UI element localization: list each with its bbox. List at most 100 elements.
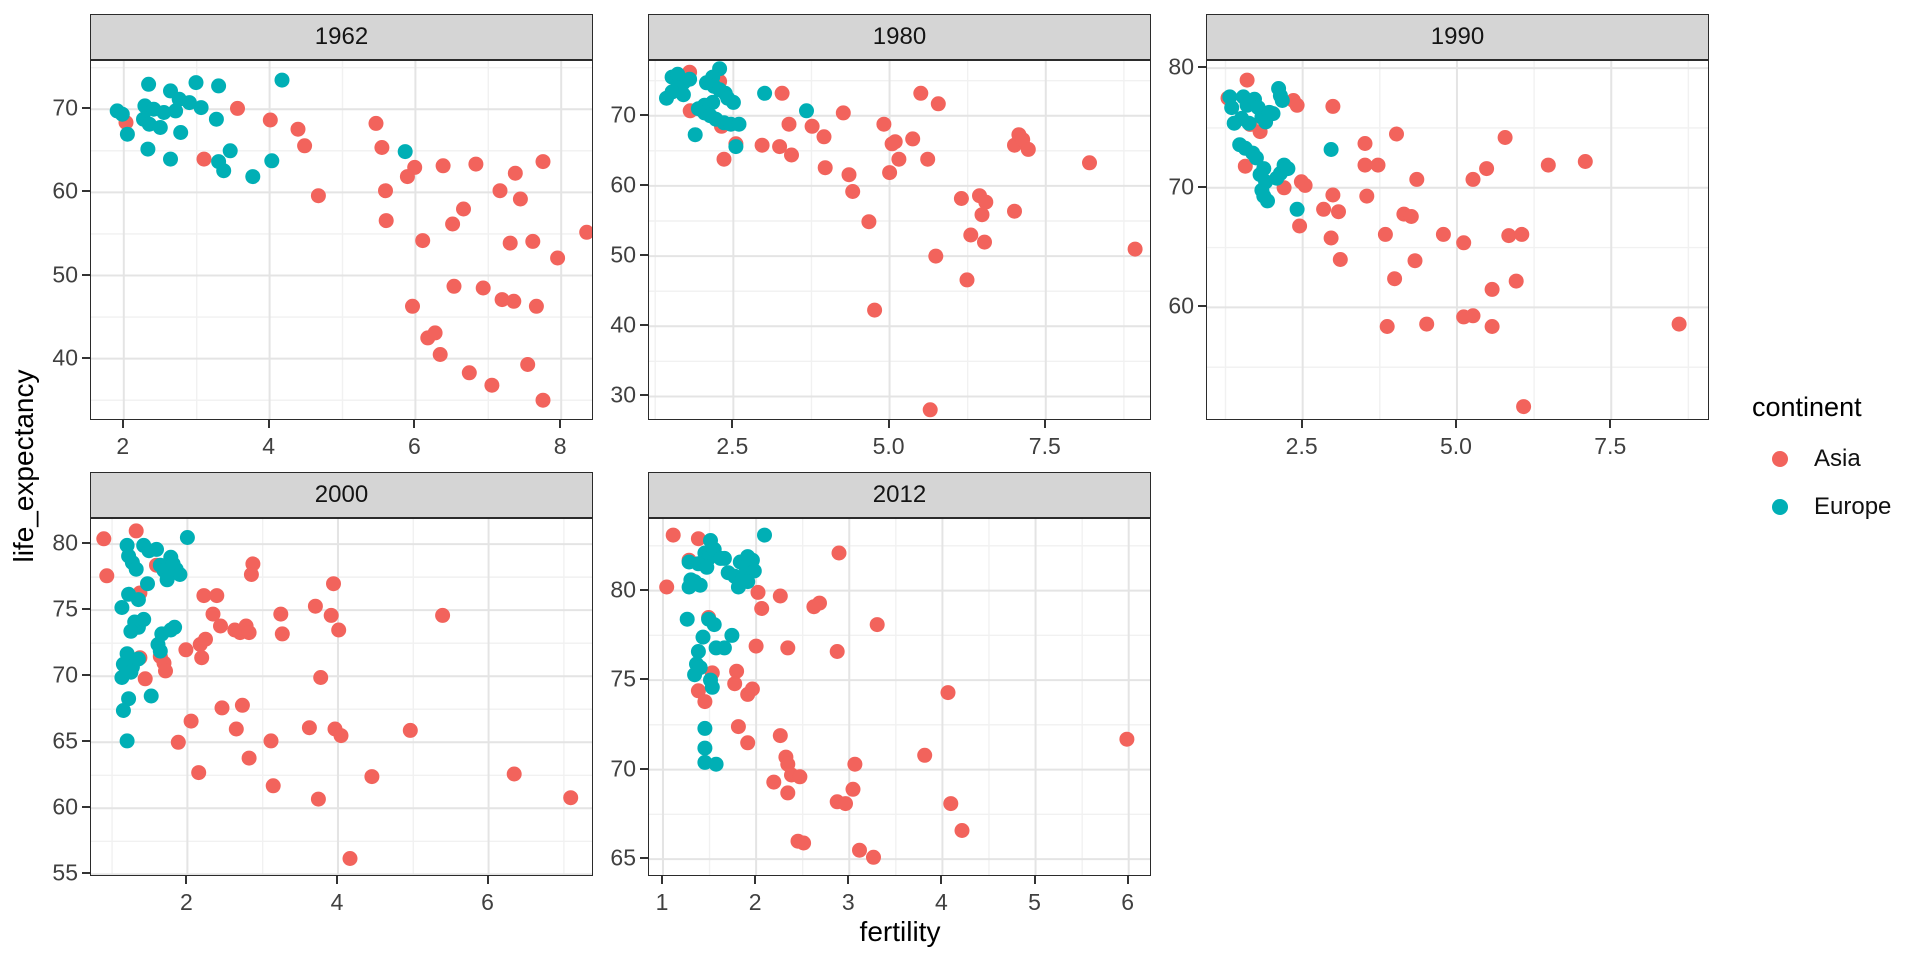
data-point-asia: [435, 607, 451, 623]
data-point-europe: [704, 679, 720, 695]
data-point-europe: [152, 643, 168, 659]
data-point-asia: [1435, 226, 1451, 242]
x-tick-label: 6: [407, 433, 421, 459]
facet-panel: [1206, 60, 1709, 420]
data-point-europe: [679, 611, 695, 627]
data-point-asia: [665, 527, 681, 543]
data-point-asia: [506, 766, 522, 782]
data-point-asia: [405, 298, 420, 314]
data-point-europe: [193, 100, 209, 116]
data-point-asia: [905, 131, 921, 147]
data-point-asia: [205, 606, 221, 622]
y-tick-mark: [640, 183, 648, 186]
y-tick-label: 75: [610, 665, 636, 692]
data-point-asia: [507, 165, 523, 181]
data-point-asia: [774, 85, 790, 101]
facet-plot-area: [649, 519, 1150, 875]
data-point-europe: [123, 623, 139, 639]
x-tick-label: 5.0: [1439, 433, 1472, 459]
data-point-asia: [974, 207, 990, 223]
x-tick-mark: [486, 876, 489, 884]
data-point-europe: [730, 579, 746, 595]
data-point-europe: [695, 629, 711, 645]
data-point-asia: [1332, 252, 1348, 267]
x-tick-label: 6: [481, 889, 494, 915]
data-point-asia: [754, 137, 770, 153]
data-point-asia: [1331, 204, 1346, 220]
data-point-europe: [173, 125, 189, 140]
data-point-asia: [829, 644, 845, 659]
data-point-asia: [461, 365, 477, 381]
data-point-asia: [772, 139, 788, 155]
data-point-asia: [1020, 141, 1036, 157]
data-point-europe: [130, 592, 146, 608]
data-point-asia: [943, 796, 959, 812]
data-point-asia: [323, 607, 339, 623]
legend-item-label: Europe: [1814, 493, 1892, 520]
data-point-europe: [136, 611, 152, 627]
y-tick-mark: [82, 872, 90, 875]
data-point-europe: [699, 559, 715, 575]
data-point-asia: [1508, 273, 1524, 289]
data-point-asia: [1479, 161, 1495, 177]
data-point-asia: [1540, 157, 1556, 173]
data-point-asia: [772, 728, 788, 744]
facet-panel: [648, 60, 1151, 420]
data-point-europe: [167, 619, 183, 635]
data-point-europe: [222, 143, 238, 159]
y-tick-mark: [1198, 305, 1206, 308]
data-point-asia: [1370, 157, 1386, 173]
data-point-asia: [378, 183, 393, 199]
data-point-asia: [230, 100, 245, 116]
data-point-asia: [1239, 72, 1255, 88]
x-tick-label: 8: [553, 433, 567, 459]
data-point-europe: [1224, 100, 1240, 116]
facet-strip-label: 1990: [1430, 23, 1485, 50]
data-point-asia: [310, 791, 326, 807]
facet-strip-label: 1962: [314, 23, 369, 50]
data-point-asia: [468, 156, 484, 172]
data-point-asia: [456, 201, 471, 217]
data-point-asia: [963, 227, 979, 243]
data-point-europe: [264, 153, 280, 169]
facet-panel: [90, 60, 593, 420]
data-point-asia: [1484, 281, 1500, 297]
data-point-europe: [188, 75, 204, 91]
data-point-europe: [697, 740, 713, 756]
data-point-asia: [845, 781, 861, 797]
data-point-europe: [140, 141, 156, 157]
data-point-europe: [1274, 93, 1290, 108]
legend-item-label: Asia: [1814, 445, 1861, 472]
data-point-europe: [245, 169, 261, 185]
y-tick-label: 70: [1168, 173, 1194, 200]
y-tick-mark: [82, 740, 90, 743]
y-tick-mark: [640, 324, 648, 327]
data-point-asia: [290, 121, 306, 137]
data-point-europe: [1260, 193, 1275, 209]
data-point-europe: [141, 76, 157, 92]
data-point-europe: [115, 703, 131, 718]
data-point-asia: [1389, 126, 1404, 142]
y-tick-label: 70: [52, 94, 78, 121]
data-point-europe: [163, 151, 178, 167]
data-point-asia: [502, 235, 518, 251]
data-point-asia: [835, 105, 851, 121]
legend: continent Asia Europe: [1748, 392, 1891, 541]
data-point-asia: [399, 169, 415, 185]
data-point-asia: [959, 272, 975, 288]
y-tick-mark: [640, 678, 648, 681]
data-point-europe: [757, 85, 773, 101]
data-point-europe: [128, 561, 144, 577]
facet-strip: 1990: [1206, 14, 1709, 60]
data-point-asia: [920, 151, 936, 167]
data-point-asia: [313, 670, 329, 685]
data-point-asia: [446, 278, 462, 294]
data-point-asia: [796, 835, 812, 851]
data-point-asia: [690, 683, 706, 699]
data-point-asia: [241, 750, 257, 766]
legend-item-europe: Europe: [1748, 493, 1891, 521]
facet-strip-label: 2012: [872, 481, 927, 508]
x-tick-mark: [887, 420, 890, 428]
x-tick-label: 4: [262, 433, 275, 459]
x-tick-mark: [940, 876, 943, 884]
